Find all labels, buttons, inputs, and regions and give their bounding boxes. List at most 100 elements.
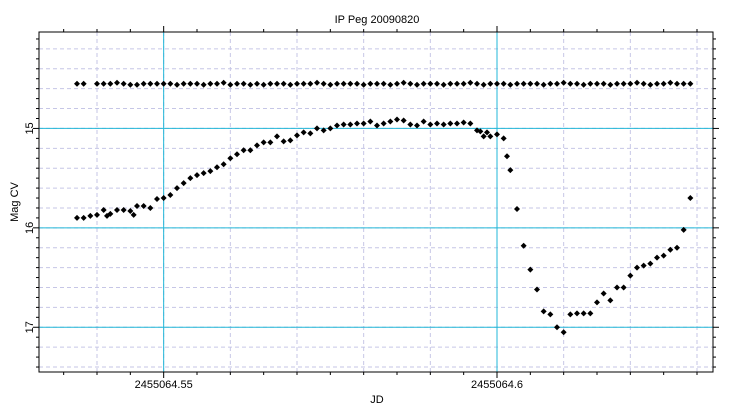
data-point: [227, 81, 234, 88]
data-point: [627, 272, 634, 279]
data-point: [394, 80, 400, 87]
data-point: [187, 175, 194, 182]
data-point: [407, 121, 414, 128]
data-point: [214, 164, 220, 171]
data-point: [380, 80, 387, 87]
data-point: [307, 80, 314, 87]
data-point: [647, 260, 654, 267]
major-grid: [39, 32, 713, 372]
data-point: [194, 172, 200, 179]
data-point: [314, 125, 320, 132]
data-point: [594, 299, 600, 306]
axis-tick-labels: 2455064.55 2455064.6 15 16 17: [24, 122, 523, 391]
data-point: [347, 121, 354, 128]
data-point: [74, 214, 80, 221]
data-point: [120, 206, 127, 213]
data-points: [74, 79, 694, 336]
data-point: [320, 80, 327, 87]
data-point: [680, 226, 687, 233]
data-point: [287, 81, 294, 88]
series-1: [74, 79, 694, 88]
data-point: [160, 195, 167, 202]
data-point: [120, 80, 127, 87]
data-point: [527, 80, 534, 87]
data-point: [174, 185, 180, 192]
data-point: [520, 80, 527, 87]
data-point: [580, 310, 587, 317]
data-point: [520, 242, 527, 249]
data-point: [100, 206, 107, 213]
y-tick-label: 16: [24, 222, 36, 234]
data-point: [407, 80, 414, 87]
data-point: [234, 151, 240, 158]
data-point: [100, 80, 107, 87]
y-axis-label: Mag CV: [9, 181, 21, 221]
data-point: [494, 80, 500, 87]
data-point: [487, 133, 494, 140]
data-point: [440, 81, 447, 88]
data-point: [374, 80, 380, 87]
series-2: [74, 116, 694, 336]
data-point: [154, 196, 160, 203]
data-point: [87, 212, 94, 219]
data-point: [254, 142, 260, 149]
data-point: [114, 79, 120, 86]
data-point: [534, 286, 540, 293]
data-point: [414, 81, 420, 88]
data-point: [140, 80, 147, 87]
data-point: [654, 254, 660, 261]
x-tick-label: 2455064.6: [471, 379, 523, 391]
data-point: [94, 211, 100, 218]
data-point: [400, 79, 407, 86]
data-point: [420, 118, 427, 125]
data-point: [534, 80, 540, 87]
data-point: [147, 80, 154, 87]
data-point: [587, 80, 594, 87]
data-point: [294, 132, 300, 139]
data-point: [460, 80, 467, 87]
data-point: [140, 202, 147, 209]
data-point: [454, 80, 460, 87]
data-point: [194, 80, 200, 87]
data-point: [647, 81, 654, 88]
data-point: [447, 120, 454, 127]
data-point: [227, 155, 234, 162]
data-point: [300, 80, 307, 87]
data-point: [540, 308, 547, 315]
y-tick-label: 17: [24, 321, 36, 333]
data-point: [207, 80, 214, 87]
data-point: [420, 80, 427, 87]
data-point: [354, 120, 360, 127]
data-point: [127, 207, 134, 214]
data-point: [274, 133, 280, 140]
data-point: [634, 264, 640, 271]
data-point: [387, 81, 394, 88]
data-point: [334, 80, 340, 87]
data-point: [207, 168, 214, 175]
data-point: [567, 311, 574, 318]
data-point: [367, 118, 374, 125]
data-point: [220, 161, 227, 168]
data-point: [587, 310, 594, 317]
data-point: [527, 266, 534, 273]
data-point: [574, 310, 580, 317]
data-point: [267, 80, 274, 87]
data-point: [247, 81, 254, 88]
data-point: [214, 80, 220, 87]
data-point: [414, 122, 420, 129]
data-point: [487, 80, 494, 87]
data-point: [560, 329, 567, 336]
data-point: [447, 80, 454, 87]
data-point: [660, 252, 667, 259]
data-point: [130, 211, 137, 218]
data-point: [114, 206, 120, 213]
data-point: [607, 297, 614, 304]
data-point: [327, 81, 334, 88]
data-point: [314, 79, 320, 86]
x-axis-label: JD: [370, 394, 384, 406]
data-point: [580, 81, 587, 88]
data-point: [167, 192, 174, 199]
data-point: [614, 284, 620, 291]
data-point: [477, 128, 484, 135]
data-point: [340, 121, 347, 128]
